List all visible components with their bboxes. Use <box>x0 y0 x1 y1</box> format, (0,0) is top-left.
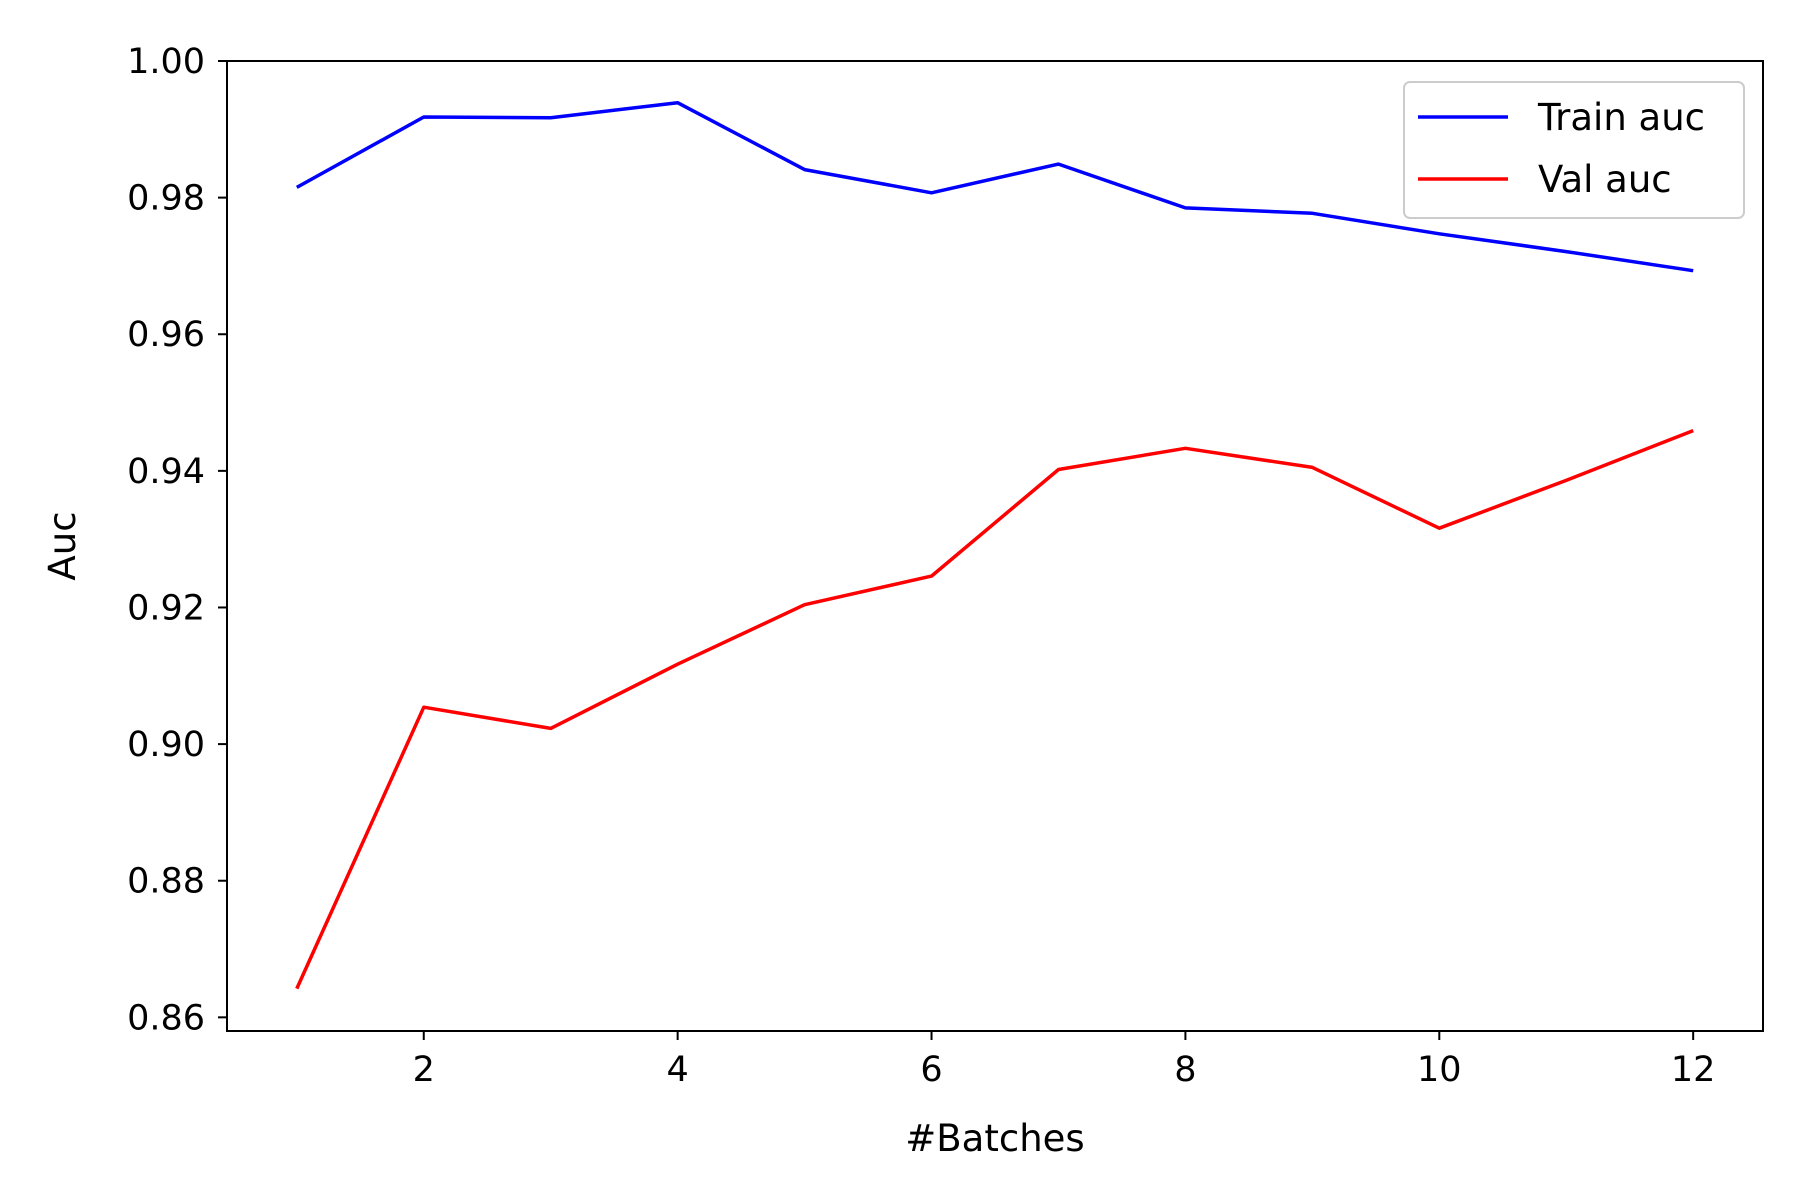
legend: Train auc Val auc <box>1403 81 1745 219</box>
y-axis-ticks: 0.86 0.88 0.90 0.92 0.94 0.96 0.98 1.00 <box>127 42 227 1038</box>
x-tick-label: 2 <box>413 1050 435 1090</box>
legend-label-train-auc: Train auc <box>1537 96 1705 139</box>
y-axis-label: Auc <box>41 511 84 580</box>
y-tick-label: 0.86 <box>127 998 205 1038</box>
plot-frame <box>226 60 1764 1032</box>
x-axis-label: #Batches <box>905 1117 1084 1160</box>
series-line-train-auc <box>295 100 1694 273</box>
y-tick-label: 0.92 <box>127 588 205 628</box>
y-tick-label: 0.88 <box>127 862 205 902</box>
y-tick-label: 0.98 <box>127 179 205 219</box>
x-tick-label: 12 <box>1671 1050 1716 1090</box>
x-tick-label: 6 <box>920 1050 942 1090</box>
x-tick-label: 10 <box>1417 1050 1462 1090</box>
series-line-val-auc <box>295 428 1694 990</box>
legend-label-val-auc: Val auc <box>1538 158 1672 201</box>
y-tick-label: 0.96 <box>127 315 205 355</box>
x-tick-label: 4 <box>667 1050 689 1090</box>
y-tick-label: 0.90 <box>127 725 205 765</box>
x-axis-ticks: 2 4 6 8 10 12 <box>413 1031 1716 1090</box>
series-lines <box>295 100 1694 990</box>
y-tick-label: 0.94 <box>127 452 205 492</box>
y-tick-label: 1.00 <box>127 42 205 82</box>
x-tick-label: 8 <box>1174 1050 1196 1090</box>
